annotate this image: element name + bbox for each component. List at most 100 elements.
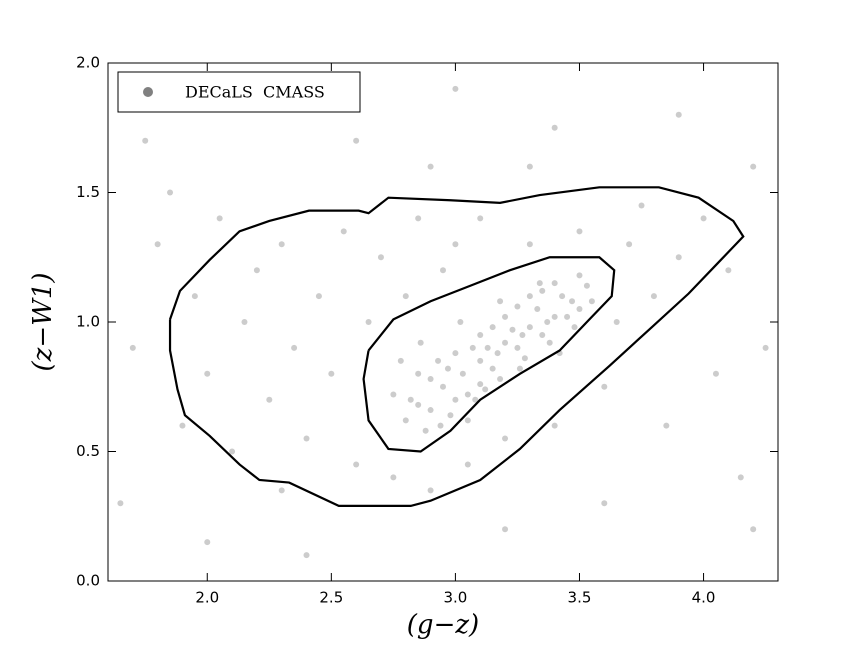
point bbox=[241, 319, 248, 325]
point bbox=[464, 461, 471, 468]
point bbox=[266, 396, 273, 403]
point bbox=[129, 344, 136, 351]
legend-label: DECaLS CMASS bbox=[185, 83, 325, 102]
point bbox=[390, 391, 397, 398]
point bbox=[427, 375, 434, 382]
point bbox=[204, 539, 211, 546]
point bbox=[440, 383, 446, 390]
point bbox=[526, 324, 533, 331]
point bbox=[516, 365, 523, 372]
point bbox=[725, 267, 732, 274]
point bbox=[576, 306, 583, 313]
point bbox=[464, 417, 471, 424]
x-tick-label: 4.0 bbox=[692, 589, 716, 607]
point bbox=[402, 417, 409, 424]
point bbox=[484, 344, 491, 351]
point bbox=[452, 241, 459, 248]
point bbox=[502, 313, 509, 320]
point bbox=[762, 344, 769, 351]
point bbox=[534, 306, 541, 313]
point bbox=[737, 474, 744, 481]
point bbox=[588, 298, 595, 305]
point bbox=[353, 137, 360, 144]
point bbox=[546, 339, 553, 346]
point bbox=[422, 427, 429, 434]
point bbox=[583, 282, 590, 289]
point bbox=[477, 331, 484, 338]
point bbox=[397, 357, 404, 364]
point bbox=[564, 313, 571, 320]
point bbox=[569, 298, 576, 305]
point bbox=[626, 241, 633, 248]
point bbox=[402, 293, 409, 300]
point bbox=[559, 293, 566, 300]
point bbox=[675, 254, 682, 261]
point bbox=[253, 267, 260, 274]
x-tick-label: 2.0 bbox=[195, 589, 219, 607]
point bbox=[229, 448, 236, 455]
point bbox=[526, 241, 533, 248]
legend-box bbox=[117, 71, 361, 113]
point bbox=[663, 422, 670, 429]
point bbox=[291, 344, 298, 351]
point bbox=[551, 124, 558, 131]
point bbox=[278, 241, 285, 248]
point bbox=[142, 137, 149, 144]
point bbox=[502, 435, 509, 442]
point bbox=[390, 474, 397, 481]
point bbox=[303, 552, 310, 559]
point bbox=[613, 319, 620, 325]
point bbox=[464, 391, 471, 398]
point bbox=[536, 280, 543, 287]
point bbox=[712, 370, 719, 377]
point bbox=[427, 407, 434, 414]
point bbox=[415, 401, 422, 408]
point bbox=[117, 500, 124, 507]
y-tick-label: 0.5 bbox=[76, 442, 100, 460]
point bbox=[154, 241, 161, 248]
y-tick-label: 0.0 bbox=[76, 572, 100, 590]
point bbox=[477, 215, 484, 222]
point bbox=[544, 319, 551, 325]
point bbox=[650, 293, 657, 300]
point bbox=[415, 215, 422, 222]
point bbox=[427, 487, 434, 494]
point bbox=[539, 287, 546, 294]
point bbox=[459, 370, 466, 377]
point bbox=[303, 435, 310, 442]
point bbox=[469, 344, 476, 351]
point bbox=[489, 324, 496, 331]
point bbox=[519, 331, 526, 338]
point bbox=[204, 370, 211, 377]
point bbox=[551, 280, 558, 287]
x-axis-label: (g−z) bbox=[407, 610, 479, 640]
point bbox=[482, 386, 489, 393]
point bbox=[514, 303, 521, 310]
point bbox=[444, 365, 451, 372]
x-tick-label: 2.5 bbox=[319, 589, 343, 607]
point bbox=[601, 500, 608, 507]
point bbox=[539, 331, 546, 338]
point bbox=[452, 396, 459, 403]
point bbox=[477, 381, 484, 388]
y-tick-label: 1.5 bbox=[76, 183, 100, 201]
point bbox=[452, 350, 459, 357]
plot-area bbox=[117, 85, 769, 559]
point bbox=[427, 163, 434, 170]
point bbox=[576, 228, 583, 235]
point bbox=[340, 228, 347, 235]
point bbox=[216, 215, 223, 222]
point bbox=[509, 326, 516, 333]
point bbox=[417, 339, 424, 346]
y-tick-label: 2.0 bbox=[76, 54, 100, 72]
point bbox=[415, 370, 422, 377]
x-tick-label: 3.0 bbox=[443, 589, 467, 607]
point bbox=[497, 375, 504, 382]
point bbox=[447, 412, 454, 419]
point bbox=[514, 344, 521, 351]
y-axis-label: (z−W1) bbox=[28, 272, 58, 371]
point bbox=[502, 339, 509, 346]
point bbox=[440, 267, 446, 274]
point bbox=[353, 461, 360, 468]
